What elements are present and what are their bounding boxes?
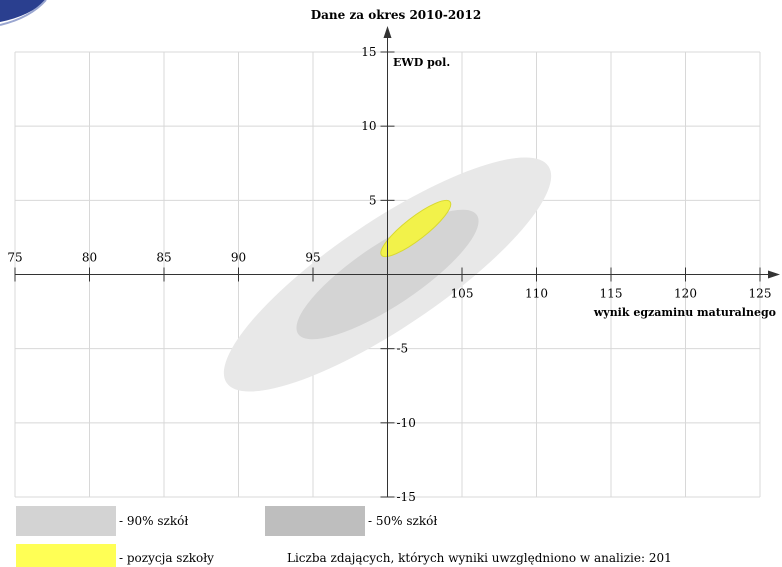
y-tick-label--10: -10 [397, 416, 416, 430]
x-tick-label-120: 120 [674, 287, 697, 301]
x-axis-arrow-icon [768, 270, 780, 279]
student-count-note: Liczba zdających, których wyniki uwzględ… [287, 551, 672, 565]
y-tick-label-15: 15 [361, 45, 376, 59]
logo-shape [0, 0, 46, 22]
y-axis-label: EWD pol. [393, 56, 450, 69]
x-tick-label-110: 110 [525, 287, 548, 301]
x-tick-label-80: 80 [82, 251, 97, 265]
y-tick-label-10: 10 [361, 119, 376, 133]
legend-swatch-50 [265, 506, 365, 536]
legend-swatch-school [16, 544, 116, 567]
legend-label-50: - 50% szkół [368, 514, 438, 528]
x-tick-label-115: 115 [600, 287, 623, 301]
x-tick-label-125: 125 [749, 287, 772, 301]
x-tick-label-105: 105 [451, 287, 474, 301]
x-tick-label-75: 75 [7, 251, 22, 265]
y-tick-label--15: -15 [397, 490, 416, 504]
ellipse-school-position [380, 199, 452, 258]
y-tick-label-5: 5 [369, 193, 377, 207]
x-tick-label-85: 85 [156, 251, 171, 265]
legend-label-90: - 90% szkół [119, 514, 189, 528]
logo-ring [0, 0, 47, 26]
x-tick-label-90: 90 [231, 251, 246, 265]
y-axis-arrow-icon [383, 26, 392, 38]
x-tick-label-95: 95 [305, 251, 320, 265]
logo-corner-icon [0, 0, 47, 26]
labels: Dane za okres 2010-2012 EWD pol. wynik e… [311, 8, 776, 319]
y-tick-label--5: -5 [397, 342, 409, 356]
axes: 75 80 85 90 95 105 110 115 120 125 -15 -10 -5 5 10 15 [7, 26, 780, 504]
chart-title: Dane za okres 2010-2012 [311, 8, 481, 22]
x-axis-label: wynik egzaminu maturalnego [593, 306, 776, 319]
legend-label-school: - pozycja szkoły [119, 551, 214, 565]
legend-swatch-90 [16, 506, 116, 536]
